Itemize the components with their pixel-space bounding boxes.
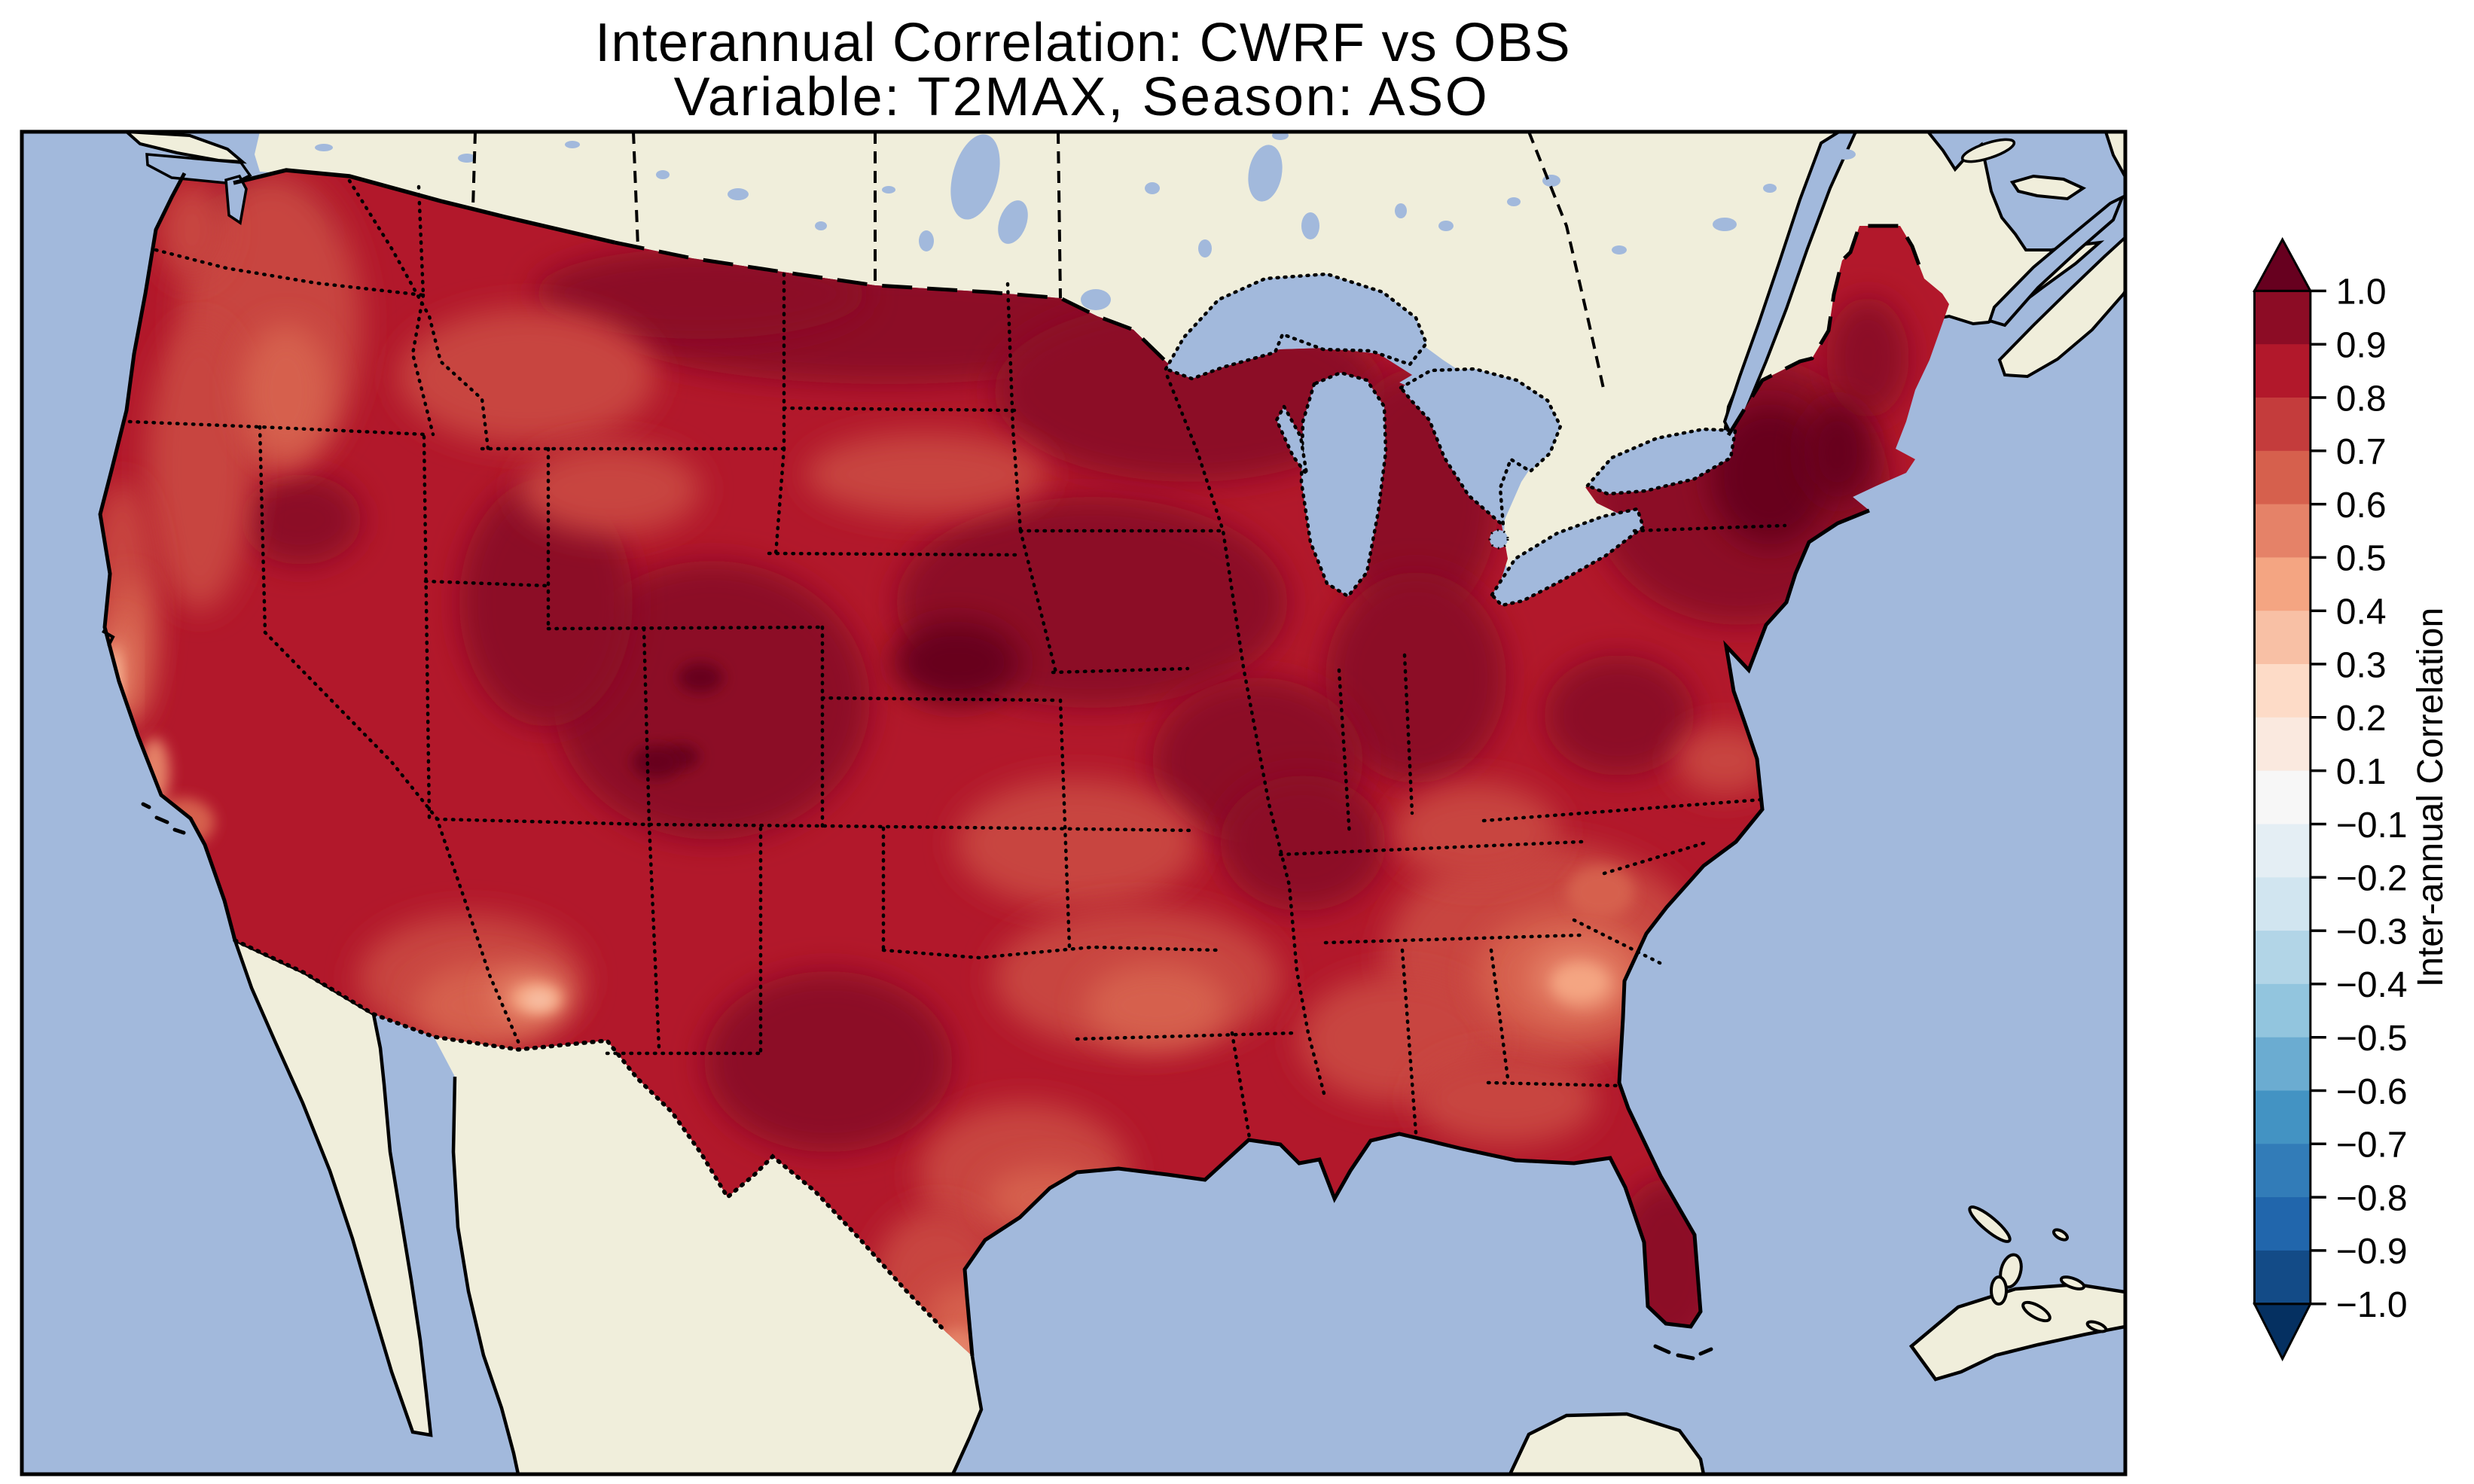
svg-text:Inter-annual Correlation: Inter-annual Correlation bbox=[2411, 608, 2451, 987]
svg-text:0.3: 0.3 bbox=[2336, 645, 2387, 685]
svg-text:0.2: 0.2 bbox=[2336, 699, 2387, 739]
svg-text:0.8: 0.8 bbox=[2336, 379, 2387, 419]
svg-text:−0.7: −0.7 bbox=[2336, 1126, 2408, 1166]
svg-text:−1.0: −1.0 bbox=[2336, 1285, 2408, 1325]
svg-text:−0.2: −0.2 bbox=[2336, 859, 2408, 899]
svg-text:0.5: 0.5 bbox=[2336, 539, 2387, 579]
svg-text:−0.5: −0.5 bbox=[2336, 1019, 2408, 1059]
svg-text:0.4: 0.4 bbox=[2336, 592, 2387, 632]
svg-text:−0.3: −0.3 bbox=[2336, 912, 2408, 952]
svg-text:Variable: T2MAX, Season: ASO: Variable: T2MAX, Season: ASO bbox=[674, 67, 1490, 127]
svg-text:0.6: 0.6 bbox=[2336, 486, 2387, 526]
svg-text:0.9: 0.9 bbox=[2336, 325, 2387, 365]
svg-text:Interannual Correlation: CWRF: Interannual Correlation: CWRF vs OBS bbox=[595, 13, 1571, 73]
svg-text:1.0: 1.0 bbox=[2336, 273, 2387, 312]
svg-text:−0.8: −0.8 bbox=[2336, 1178, 2408, 1218]
svg-text:0.1: 0.1 bbox=[2336, 752, 2387, 792]
svg-text:0.7: 0.7 bbox=[2336, 432, 2387, 472]
svg-text:−0.9: −0.9 bbox=[2336, 1232, 2408, 1272]
svg-text:−0.1: −0.1 bbox=[2336, 806, 2408, 846]
svg-text:−0.6: −0.6 bbox=[2336, 1072, 2408, 1112]
svg-text:−0.4: −0.4 bbox=[2336, 965, 2408, 1005]
